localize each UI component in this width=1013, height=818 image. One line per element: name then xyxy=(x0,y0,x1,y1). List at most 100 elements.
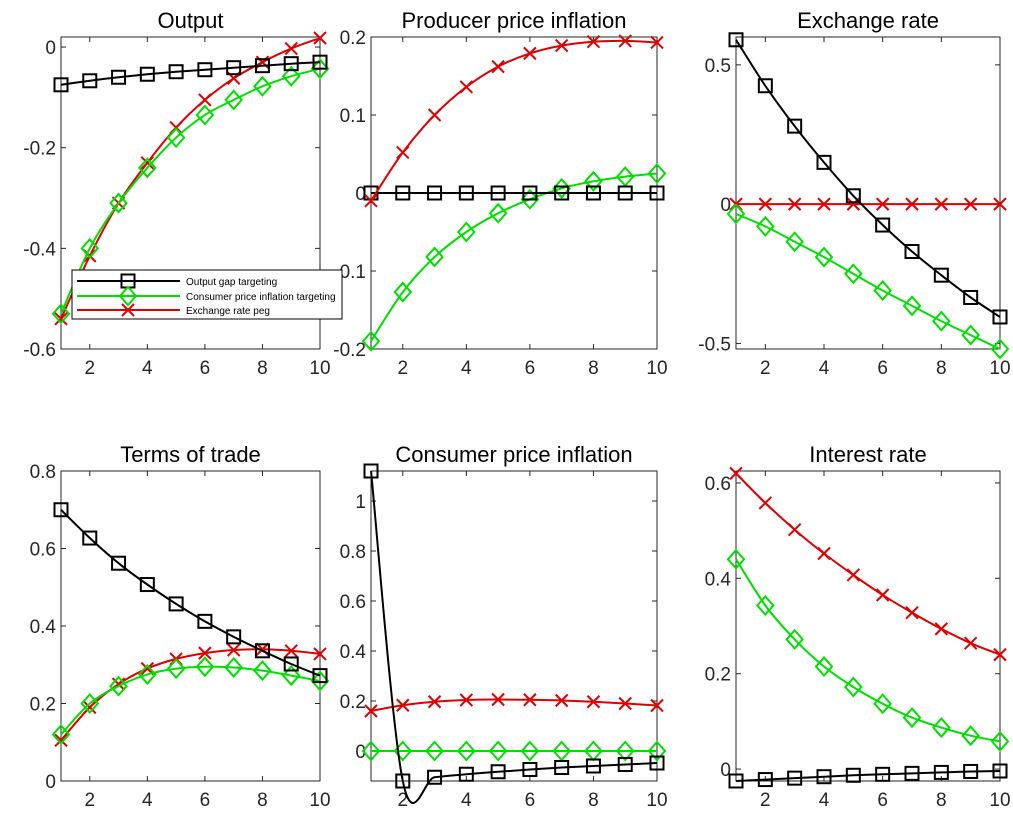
data-point-square xyxy=(787,770,803,786)
panel-title-terms-of-trade: Terms of trade xyxy=(120,442,261,467)
data-point-square xyxy=(82,530,98,546)
data-point-diamond xyxy=(520,740,540,762)
data-point-square xyxy=(933,764,949,780)
data-point-x xyxy=(313,647,327,661)
data-point-x xyxy=(459,693,474,707)
panel-exchange-rate: Exchange rate 2 4 6 8 10 -0.5 0 0.5 xyxy=(698,8,1010,379)
x-tick-label: 10 xyxy=(646,358,667,379)
x-tick-label: 8 xyxy=(257,790,268,811)
data-point-diamond xyxy=(361,740,381,762)
data-point-diamond xyxy=(224,89,244,111)
x-tick-label: 10 xyxy=(309,358,330,379)
data-point-square xyxy=(168,596,184,612)
x-tick-label: 4 xyxy=(461,358,472,379)
data-point-diamond xyxy=(253,75,272,97)
data-point-diamond xyxy=(361,330,381,352)
data-point-square xyxy=(816,769,832,785)
series-line-consumer-price-inflation-targeting xyxy=(735,558,1001,743)
series-line-consumer-price-inflation-targeting xyxy=(60,665,321,736)
x-tick-label: 2 xyxy=(397,790,408,811)
data-point-diamond xyxy=(990,730,1010,752)
series-output-gap-targeting xyxy=(728,763,1008,789)
data-point-square xyxy=(395,185,411,201)
data-point-x xyxy=(650,698,664,713)
data-point-square xyxy=(254,643,270,659)
data-point-diamond xyxy=(647,740,667,762)
data-point-diamond xyxy=(615,740,635,762)
data-point-diamond xyxy=(814,656,834,678)
data-point-square xyxy=(992,309,1008,325)
x-tick-label: 2 xyxy=(760,358,771,379)
data-point-diamond xyxy=(456,740,476,762)
y-tick-label: 1 xyxy=(355,492,366,513)
data-point-square xyxy=(254,58,270,74)
y-tick-label: 0 xyxy=(45,38,56,59)
series-output-gap-targeting xyxy=(53,54,328,93)
data-point-square xyxy=(283,56,299,72)
data-point-diamond xyxy=(931,310,951,332)
data-point-x xyxy=(396,145,410,160)
data-point-square xyxy=(617,185,633,201)
data-point-x xyxy=(459,80,474,94)
x-tick-label: 8 xyxy=(588,790,599,811)
data-point-diamond xyxy=(281,65,301,87)
data-point-x xyxy=(83,700,97,715)
data-point-diamond xyxy=(425,246,444,268)
data-point-x xyxy=(875,197,890,211)
data-point-square xyxy=(111,555,127,571)
data-point-x xyxy=(586,34,601,49)
data-point-x xyxy=(313,31,327,45)
data-point-x xyxy=(934,622,949,636)
y-tick-label: -0.2 xyxy=(23,139,56,160)
series-consumer-price-inflation-targeting xyxy=(51,656,330,746)
x-tick-label: 10 xyxy=(646,790,667,811)
y-tick-label: 0.1 xyxy=(340,106,366,127)
data-point-diamond xyxy=(195,656,215,678)
data-point-square xyxy=(554,760,570,775)
data-point-x xyxy=(284,644,298,658)
data-point-diamond xyxy=(990,338,1010,360)
data-point-diamond xyxy=(393,281,413,303)
plot-area-consumer-price-inflation xyxy=(370,470,658,782)
data-point-square xyxy=(963,763,979,779)
x-tick-label: 6 xyxy=(200,790,211,811)
series-line-output-gap-targeting xyxy=(60,509,321,677)
data-point-diamond xyxy=(961,725,981,747)
series-line-exchange-rate-peg xyxy=(60,37,321,320)
data-point-diamond xyxy=(166,658,186,680)
data-point-x xyxy=(226,643,241,657)
data-point-square xyxy=(427,769,443,785)
data-point-square xyxy=(111,69,127,85)
data-point-diamond xyxy=(80,692,100,715)
data-point-square xyxy=(490,764,506,780)
x-tick-label: 8 xyxy=(588,358,599,379)
data-point-x xyxy=(787,197,802,211)
series-output-gap-targeting xyxy=(363,185,665,201)
y-tick-label: 0 xyxy=(720,195,731,216)
data-point-square xyxy=(139,66,155,82)
y-tick-label: 0.6 xyxy=(340,592,366,613)
legend-entry-cpi: Consumer price inflation targeting xyxy=(77,285,336,307)
data-point-square xyxy=(395,773,411,789)
panel-interest-rate: Interest rate 2 4 6 8 10 0 0.2 0.4 0.6 xyxy=(705,442,1011,811)
legend: Output gap targeting Consumer price infl… xyxy=(71,269,343,320)
data-point-diamond xyxy=(785,628,805,650)
series-exchange-rate-peg xyxy=(729,466,1007,662)
panel-title-interest-rate: Interest rate xyxy=(809,442,926,467)
x-tick-label: 6 xyxy=(525,358,536,379)
series-line-output-gap-targeting xyxy=(60,61,321,86)
data-point-diamond xyxy=(456,221,476,243)
series-line-consumer-price-inflation-targeting xyxy=(60,67,321,315)
data-point-diamond xyxy=(931,717,951,739)
y-tick-label: 0 xyxy=(355,184,366,205)
data-point-square xyxy=(554,185,570,201)
series-output-gap-targeting xyxy=(363,463,665,804)
series-exchange-rate-peg xyxy=(729,197,1007,211)
data-point-diamond xyxy=(195,104,215,126)
data-point-square xyxy=(845,188,861,204)
data-point-diamond xyxy=(488,202,508,224)
legend-label-output-gap: Output gap targeting xyxy=(186,277,277,288)
data-point-x xyxy=(554,38,569,53)
series-exchange-rate-peg xyxy=(364,34,664,208)
data-point-x xyxy=(427,695,442,709)
